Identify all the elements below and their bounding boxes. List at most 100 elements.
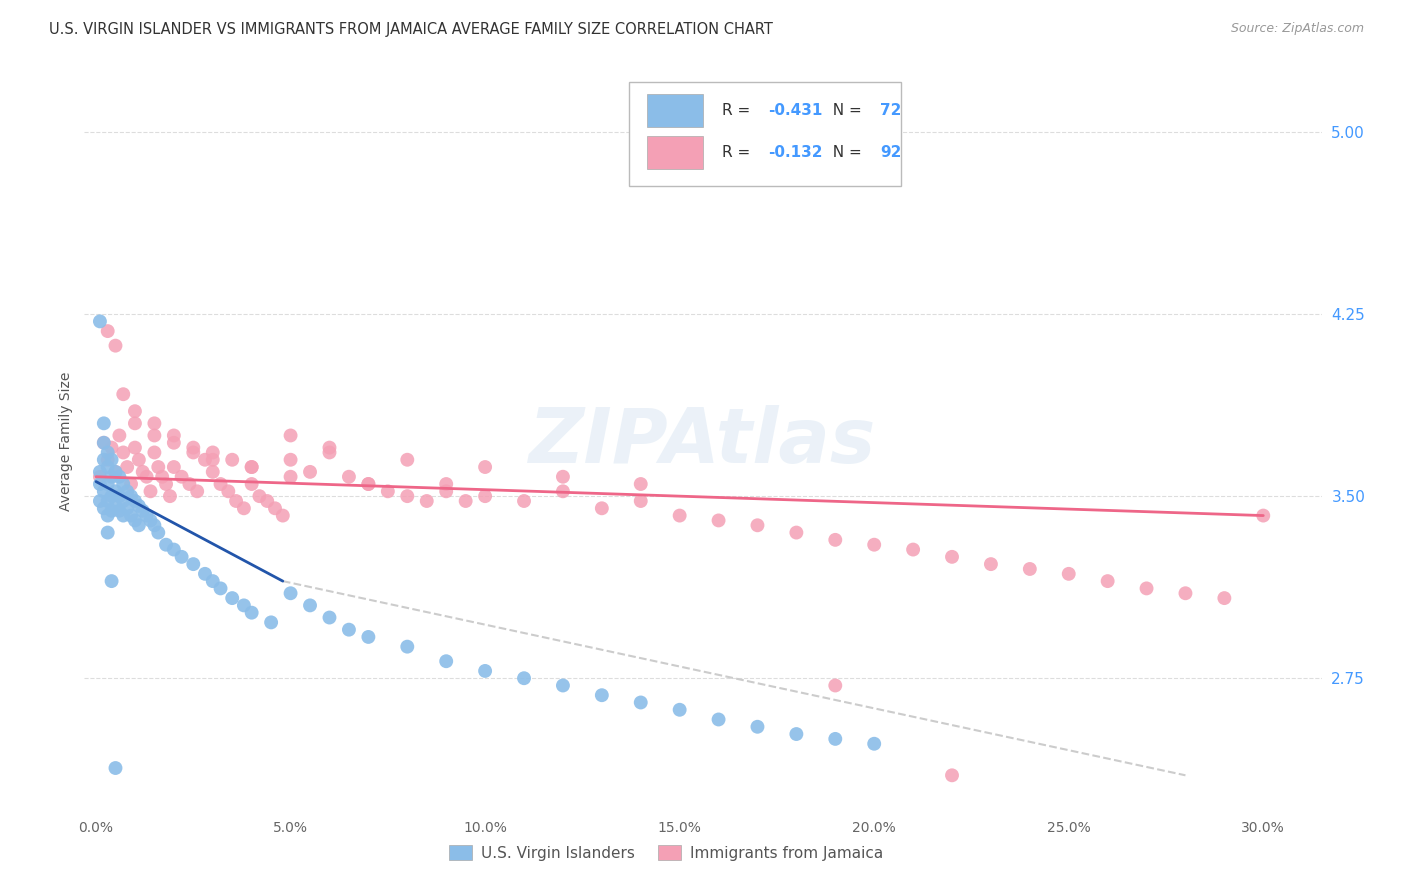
- Point: [163, 460, 186, 475]
- Point: [377, 484, 399, 499]
- Point: [591, 501, 613, 516]
- Point: [97, 525, 120, 540]
- Point: [115, 460, 138, 475]
- Point: [89, 465, 111, 479]
- Point: [128, 499, 150, 513]
- Text: -0.431: -0.431: [769, 103, 823, 118]
- Point: [551, 469, 574, 483]
- Point: [901, 542, 924, 557]
- Point: [139, 513, 162, 527]
- Point: [93, 435, 115, 450]
- Text: N =: N =: [823, 103, 866, 118]
- Point: [159, 489, 181, 503]
- Point: [120, 489, 142, 503]
- Point: [260, 615, 283, 630]
- Point: [256, 494, 278, 508]
- Point: [707, 513, 730, 527]
- Point: [97, 477, 120, 491]
- Point: [112, 387, 135, 401]
- Point: [120, 508, 142, 523]
- Point: [89, 469, 111, 483]
- Point: [143, 445, 166, 459]
- Point: [100, 452, 122, 467]
- Point: [551, 484, 574, 499]
- Point: [416, 494, 439, 508]
- Point: [201, 445, 224, 459]
- Point: [271, 508, 294, 523]
- Point: [337, 469, 360, 483]
- Point: [1135, 582, 1157, 596]
- Text: Source: ZipAtlas.com: Source: ZipAtlas.com: [1230, 22, 1364, 36]
- Point: [100, 489, 122, 503]
- Point: [221, 591, 243, 606]
- Point: [112, 508, 135, 523]
- Point: [630, 494, 652, 508]
- Point: [155, 538, 177, 552]
- Point: [181, 441, 204, 455]
- Point: [108, 504, 131, 518]
- Point: [668, 703, 690, 717]
- Point: [240, 606, 263, 620]
- Point: [93, 417, 115, 431]
- Point: [124, 441, 146, 455]
- Point: [240, 460, 263, 475]
- Point: [668, 508, 690, 523]
- Point: [747, 720, 769, 734]
- Text: R =: R =: [721, 145, 755, 161]
- Point: [217, 484, 239, 499]
- Point: [139, 484, 162, 499]
- Point: [591, 688, 613, 702]
- Point: [181, 557, 204, 571]
- Point: [396, 640, 419, 654]
- Text: -0.132: -0.132: [769, 145, 823, 161]
- Point: [201, 574, 224, 588]
- Point: [100, 469, 122, 483]
- Point: [148, 525, 170, 540]
- Point: [170, 469, 193, 483]
- Point: [155, 477, 177, 491]
- Point: [115, 501, 138, 516]
- Point: [513, 671, 536, 685]
- Point: [396, 452, 419, 467]
- Point: [474, 489, 496, 503]
- FancyBboxPatch shape: [628, 82, 901, 186]
- Point: [337, 623, 360, 637]
- Point: [299, 599, 322, 613]
- Point: [1057, 566, 1080, 581]
- Point: [104, 484, 127, 499]
- Point: [240, 477, 263, 491]
- Point: [1213, 591, 1236, 606]
- Point: [97, 508, 120, 523]
- Point: [170, 549, 193, 564]
- Point: [357, 477, 380, 491]
- Point: [104, 499, 127, 513]
- Point: [132, 504, 155, 518]
- Point: [551, 678, 574, 692]
- Point: [186, 484, 208, 499]
- Point: [225, 494, 247, 508]
- Point: [150, 469, 173, 483]
- Point: [108, 428, 131, 442]
- Point: [128, 452, 150, 467]
- Point: [396, 489, 419, 503]
- Point: [120, 477, 142, 491]
- Point: [824, 731, 846, 746]
- Point: [194, 566, 217, 581]
- Point: [824, 678, 846, 692]
- Point: [1251, 508, 1274, 523]
- Point: [112, 445, 135, 459]
- Point: [97, 324, 120, 338]
- Point: [1097, 574, 1119, 588]
- Point: [135, 508, 157, 523]
- Point: [108, 469, 131, 483]
- Text: U.S. VIRGIN ISLANDER VS IMMIGRANTS FROM JAMAICA AVERAGE FAMILY SIZE CORRELATION : U.S. VIRGIN ISLANDER VS IMMIGRANTS FROM …: [49, 22, 773, 37]
- Point: [863, 737, 886, 751]
- Point: [941, 549, 963, 564]
- Point: [434, 477, 457, 491]
- Point: [163, 542, 186, 557]
- Point: [209, 477, 232, 491]
- Text: 92: 92: [880, 145, 901, 161]
- Point: [249, 489, 271, 503]
- Point: [93, 501, 115, 516]
- Point: [89, 314, 111, 328]
